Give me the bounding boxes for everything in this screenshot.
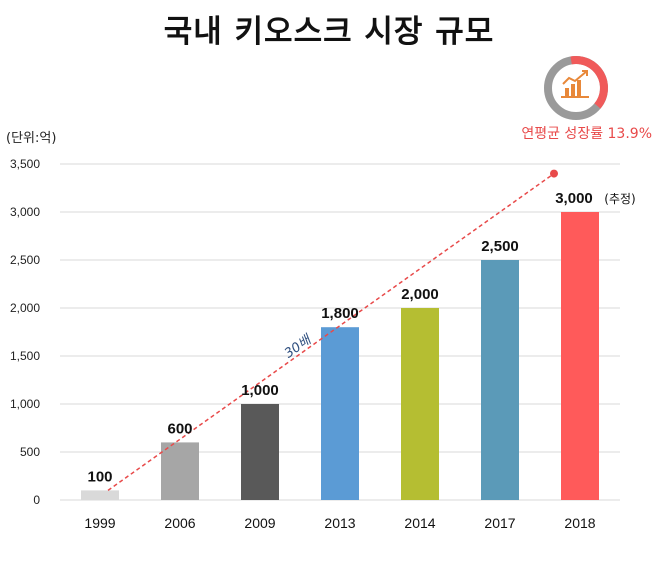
data-label: 1,800: [321, 305, 359, 322]
x-tick-label: 2018: [564, 515, 595, 531]
data-label: 1,000: [241, 382, 279, 399]
y-tick-label: 2,000: [10, 301, 40, 315]
bar-2017: [481, 260, 519, 500]
bar-2014: [401, 308, 439, 500]
badge-ring-accent: [570, 56, 608, 109]
bar-2013: [321, 327, 359, 500]
growth-chart-icon: [561, 70, 589, 98]
y-tick-label: 1,000: [10, 397, 40, 411]
trend-label: 30배: [282, 332, 316, 362]
growth-badge: [544, 56, 608, 120]
data-label: 600: [167, 420, 192, 437]
y-tick-label: 1,500: [10, 349, 40, 363]
bar-2018: [561, 212, 599, 500]
x-tick-label: 1999: [84, 515, 115, 531]
trend-line: [107, 172, 555, 492]
bar-2009: [241, 404, 279, 500]
chart-title: 국내 키오스크 시장 규모: [163, 14, 495, 50]
bar-2006: [161, 442, 199, 500]
x-tick-label: 2014: [404, 515, 435, 531]
y-tick-label: 2,500: [10, 253, 40, 267]
data-label: 100: [87, 468, 112, 485]
x-tick-label: 2009: [244, 515, 275, 531]
y-tick-label: 0: [33, 493, 40, 507]
labels: 0 500 1,000 1,500 2,000 2,500 3,000 3,500 100 199…: [10, 157, 636, 531]
x-tick-label: 2006: [164, 515, 195, 531]
y-tick-label: 3,500: [10, 157, 40, 171]
x-tick-label: 2017: [484, 515, 515, 531]
growth-rate-label: 연평균 성장률 13.9%: [521, 126, 652, 142]
data-label-note: (추정): [604, 192, 635, 206]
y-tick-label: 500: [20, 445, 40, 459]
data-label: 3,000: [555, 190, 593, 207]
bars: [81, 212, 599, 500]
trend-endpoint: [550, 169, 558, 178]
unit-label: (단위:억): [6, 131, 57, 146]
data-label: 2,500: [481, 238, 519, 255]
bar-1999: [81, 490, 119, 500]
x-tick-label: 2013: [324, 515, 355, 531]
y-tick-label: 3,000: [10, 205, 40, 219]
data-label: 2,000: [401, 286, 439, 303]
